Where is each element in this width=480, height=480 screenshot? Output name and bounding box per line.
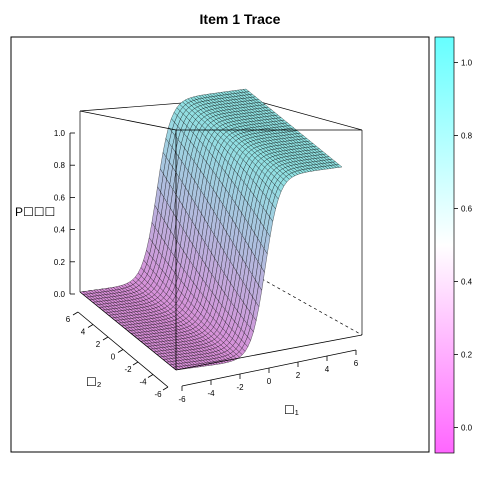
y-tick-label: 2 [96, 340, 101, 349]
x-tick-label: 6 [354, 359, 359, 368]
colorbar-tick-label: 1.0 [461, 59, 473, 68]
y-tick-label: -6 [154, 390, 162, 399]
z-tick-label: 0.0 [54, 290, 66, 299]
y-tick [87, 324, 94, 328]
z-axis: 0.0 0.2 0.4 0.6 0.8 1.0 P☐☐☐ [15, 129, 75, 299]
y-axis: 6 4 2 0 -2 -4 -6 ☐₂ [66, 311, 169, 399]
x-tick-label: -2 [236, 383, 244, 392]
y-tick-label: 4 [81, 328, 86, 337]
x-tick-label: 4 [325, 365, 330, 374]
x-tick-label: 2 [296, 371, 301, 380]
surface-mesh [79, 88, 343, 371]
z-tick-label: 0.4 [54, 226, 66, 235]
x-axis-label: ☐₁ [284, 403, 299, 417]
y-tick-label: -2 [124, 365, 132, 374]
plot-panel-border [10, 36, 430, 453]
y-tick [117, 349, 124, 353]
surface-cell [335, 164, 343, 168]
y-tick-label: 0 [111, 353, 116, 362]
colorbar-tick-label: 0.4 [461, 277, 473, 286]
y-tick [147, 374, 154, 378]
y-tick-label: -4 [139, 378, 147, 387]
x-axis: -6 -4 -2 0 2 4 6 ☐₁ [178, 349, 359, 417]
y-tick [162, 386, 169, 391]
y-tick-label: 6 [66, 315, 71, 324]
y-tick [132, 361, 139, 366]
z-axis-label: P☐☐☐ [15, 205, 55, 219]
z-tick-label: 0.8 [54, 161, 66, 170]
z-tick-label: 0.2 [54, 258, 66, 267]
y-axis-label: ☐₂ [86, 375, 102, 389]
box-front-edges [79, 110, 363, 371]
x-tick-label: -6 [178, 395, 186, 404]
y-tick [72, 311, 79, 316]
z-tick-label: 1.0 [54, 129, 66, 138]
y-tick [102, 336, 109, 341]
colorbar-tick-label: 0.8 [461, 132, 473, 141]
colorbar: 1.0 0.8 0.6 0.4 0.2 0.0 [434, 36, 473, 454]
chart-title: Item 1 Trace [200, 11, 281, 27]
colorbar-tick-label: 0.0 [461, 423, 473, 432]
colorbar-tick-label: 0.2 [461, 350, 473, 359]
colorbar-tick-label: 0.6 [461, 205, 473, 214]
x-tick-label: -4 [207, 389, 215, 398]
x-tick-label: 0 [267, 377, 272, 386]
colorbar-gradient [434, 36, 455, 454]
z-tick-label: 0.6 [54, 193, 66, 202]
